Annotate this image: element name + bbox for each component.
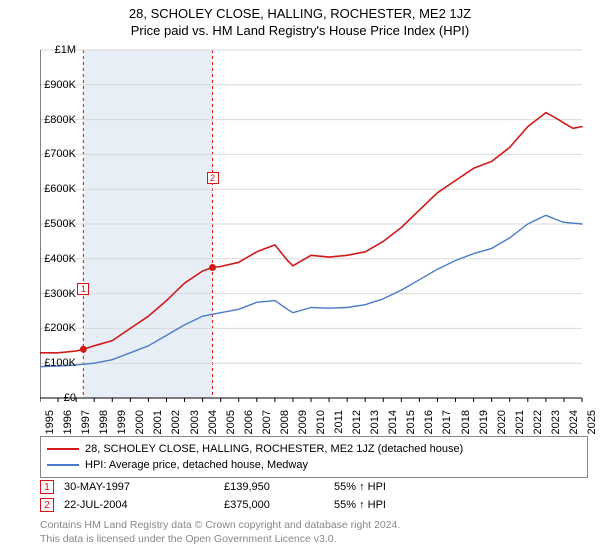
legend-swatch-2 (47, 464, 79, 466)
x-tick-label: 2003 (189, 410, 201, 434)
legend-row-1: 28, SCHOLEY CLOSE, HALLING, ROCHESTER, M… (47, 441, 581, 457)
chart-area: £0 £100K £200K £300K £400K £500K £600K £700K £80… (40, 46, 588, 406)
x-tick-label: 2024 (568, 410, 580, 434)
y-tick-label: £400K (40, 253, 76, 265)
x-tick-label: 2018 (460, 410, 472, 434)
transaction-price-2: £375,000 (224, 499, 324, 511)
x-tick-label: 2021 (514, 410, 526, 434)
footer-line-1: Contains HM Land Registry data © Crown c… (40, 518, 588, 532)
x-tick-label: 2008 (279, 410, 291, 434)
y-tick-label: £800K (40, 114, 76, 126)
y-tick-label: £600K (40, 183, 76, 195)
y-tick-label: £300K (40, 288, 76, 300)
y-tick-label: £1M (40, 44, 76, 56)
x-tick-label: 2019 (478, 410, 490, 434)
x-tick-label: 2025 (586, 410, 598, 434)
x-tick-label: 2017 (441, 410, 453, 434)
transaction-date-1: 30-MAY-1997 (64, 481, 214, 493)
legend-label-2: HPI: Average price, detached house, Medw… (85, 459, 308, 471)
x-tick-label: 2010 (315, 410, 327, 434)
x-tick-label: 1995 (44, 410, 56, 434)
x-tick-label: 2013 (369, 410, 381, 434)
title-line-2: Price paid vs. HM Land Registry's House … (0, 23, 600, 38)
y-tick-label: £200K (40, 322, 76, 334)
legend-box: 28, SCHOLEY CLOSE, HALLING, ROCHESTER, M… (40, 436, 588, 478)
x-tick-label: 1997 (80, 410, 92, 434)
transaction-row-2: 2 22-JUL-2004 £375,000 55% ↑ HPI (40, 496, 588, 514)
legend-row-2: HPI: Average price, detached house, Medw… (47, 457, 581, 473)
x-tick-label: 2015 (405, 410, 417, 434)
x-tick-label: 2020 (496, 410, 508, 434)
y-tick-label: £0 (40, 392, 76, 404)
transaction-rel-1: 55% ↑ HPI (334, 481, 434, 493)
x-tick-label: 2012 (351, 410, 363, 434)
y-tick-label: £100K (40, 357, 76, 369)
x-tick-label: 2005 (225, 410, 237, 434)
transaction-marker-1: 1 (40, 480, 54, 494)
x-tick-label: 2014 (387, 410, 399, 434)
footer-line-2: This data is licensed under the Open Gov… (40, 532, 588, 546)
x-tick-label: 2011 (333, 410, 345, 434)
transaction-row-1: 1 30-MAY-1997 £139,950 55% ↑ HPI (40, 478, 588, 496)
x-tick-label: 2002 (170, 410, 182, 434)
footer: Contains HM Land Registry data © Crown c… (40, 518, 588, 546)
x-tick-label: 1999 (116, 410, 128, 434)
title-line-1: 28, SCHOLEY CLOSE, HALLING, ROCHESTER, M… (0, 6, 600, 21)
x-tick-label: 2023 (550, 410, 562, 434)
chart-marker-1: 1 (77, 283, 89, 295)
y-tick-label: £500K (40, 218, 76, 230)
chart-container: 28, SCHOLEY CLOSE, HALLING, ROCHESTER, M… (0, 0, 600, 560)
transaction-price-1: £139,950 (224, 481, 324, 493)
x-tick-label: 1996 (62, 410, 74, 434)
legend-swatch-1 (47, 448, 79, 450)
chart-svg (40, 46, 588, 406)
x-tick-label: 2000 (134, 410, 146, 434)
x-tick-label: 2001 (152, 410, 164, 434)
x-tick-label: 2016 (423, 410, 435, 434)
x-tick-label: 2009 (297, 410, 309, 434)
transactions-table: 1 30-MAY-1997 £139,950 55% ↑ HPI 2 22-JU… (40, 478, 588, 514)
y-tick-label: £700K (40, 148, 76, 160)
title-block: 28, SCHOLEY CLOSE, HALLING, ROCHESTER, M… (0, 0, 600, 38)
x-tick-label: 1998 (98, 410, 110, 434)
legend-label-1: 28, SCHOLEY CLOSE, HALLING, ROCHESTER, M… (85, 443, 463, 455)
transaction-marker-2: 2 (40, 498, 54, 512)
y-tick-label: £900K (40, 79, 76, 91)
x-tick-label: 2004 (207, 410, 219, 434)
transaction-date-2: 22-JUL-2004 (64, 499, 214, 511)
transaction-rel-2: 55% ↑ HPI (334, 499, 434, 511)
x-tick-label: 2022 (532, 410, 544, 434)
x-tick-label: 2006 (243, 410, 255, 434)
chart-marker-2: 2 (207, 172, 219, 184)
x-tick-label: 2007 (261, 410, 273, 434)
